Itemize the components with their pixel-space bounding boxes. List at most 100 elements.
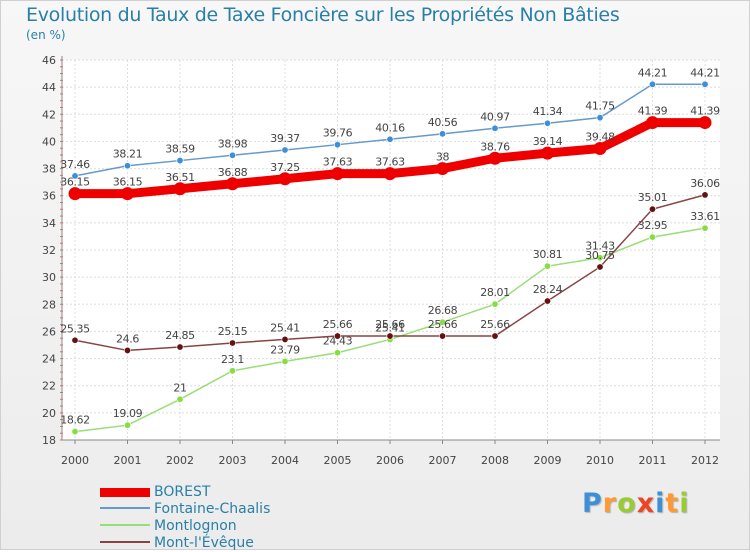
data-label: 21 — [173, 381, 186, 394]
data-point — [383, 167, 397, 181]
data-label: 41.39 — [690, 105, 720, 118]
y-tick-label: 24 — [42, 353, 56, 366]
legend-label-mont-leveque: Mont-l'Évêque — [154, 535, 254, 551]
x-tick-label: 2012 — [691, 454, 719, 467]
data-label: 28.01 — [480, 286, 510, 299]
y-tick-label: 34 — [42, 217, 56, 230]
data-label: 37.25 — [270, 161, 300, 174]
y-tick-label: 18 — [42, 434, 56, 447]
data-label: 40.56 — [428, 116, 458, 129]
data-point — [278, 172, 292, 186]
series-fontaine-chaalis: 37.46 38.21 38.59 38.98 39.37 39.76 40.16 40.56… — [60, 66, 720, 180]
data-point — [436, 162, 449, 176]
data-point — [333, 141, 341, 149]
x-tick-label: 2002 — [166, 454, 194, 467]
data-point — [488, 151, 502, 165]
data-point — [176, 343, 184, 351]
legend-item-fontaine-chaalis[interactable]: Fontaine-Chaalis — [100, 501, 360, 518]
data-point — [226, 177, 239, 191]
series-borest: 36.15 36.15 36.51 36.88 37.25 37.63 37.63 38 38.… — [60, 105, 721, 201]
data-point — [596, 254, 604, 262]
legend-swatch-borest — [100, 488, 150, 497]
data-point — [176, 157, 184, 165]
data-point — [124, 162, 132, 170]
data-label: 31.43 — [585, 240, 615, 253]
legend-item-mont-leveque[interactable]: Mont-l'Évêque — [100, 535, 360, 552]
data-label: 19.09 — [113, 407, 143, 420]
proxiti-logo: Proxiti — [582, 488, 690, 519]
x-tick-label: 2008 — [481, 454, 509, 467]
y-tick-label: 32 — [42, 244, 56, 257]
y-tick-label: 30 — [42, 271, 56, 284]
data-label: 38.98 — [218, 137, 248, 150]
y-tick-label: 44 — [42, 81, 56, 94]
x-tick-label: 2001 — [114, 454, 142, 467]
y-tick-label: 42 — [42, 108, 56, 121]
data-point — [596, 263, 604, 271]
data-point — [68, 187, 82, 201]
data-label: 44.21 — [690, 66, 720, 79]
data-label: 23.1 — [221, 353, 244, 366]
x-tick-label: 2000 — [61, 454, 89, 467]
legend-swatch-mont-leveque — [100, 541, 150, 543]
logo-letter: o — [617, 488, 637, 519]
y-tick-label: 26 — [42, 325, 56, 338]
data-label: 32.95 — [638, 219, 668, 232]
data-point — [701, 224, 709, 232]
data-label: 25.41 — [375, 321, 405, 334]
legend-item-borest[interactable]: BOREST — [100, 484, 360, 501]
data-point — [71, 172, 79, 180]
data-point — [491, 332, 499, 340]
data-point — [438, 130, 446, 138]
data-point — [438, 332, 446, 340]
data-label: 38.59 — [165, 143, 195, 156]
data-point — [331, 167, 344, 181]
data-label: 39.48 — [585, 130, 615, 143]
y-tick-label: 36 — [42, 190, 56, 203]
data-label: 36.15 — [60, 176, 90, 189]
logo-letter: r — [602, 488, 618, 519]
data-label: 23.79 — [270, 343, 300, 356]
y-tick-label: 40 — [42, 135, 56, 148]
data-point — [698, 116, 712, 130]
logo-letter: P — [582, 488, 603, 519]
data-label: 39.14 — [533, 135, 563, 148]
y-tick-label: 20 — [42, 407, 56, 420]
data-point — [281, 146, 289, 154]
data-label: 37.63 — [375, 156, 405, 169]
data-point — [229, 151, 237, 159]
data-label: 36.51 — [165, 171, 195, 184]
logo-letter: i — [679, 488, 690, 519]
x-tick-label: 2004 — [271, 454, 299, 467]
data-label: 40.97 — [480, 110, 510, 123]
data-label: 38.21 — [113, 148, 143, 161]
data-label: 39.37 — [270, 132, 300, 145]
data-label: 18.62 — [60, 414, 90, 427]
legend-item-montlognon[interactable]: Montlognon — [100, 518, 360, 535]
legend-swatch-montlognon — [100, 524, 150, 526]
y-tick-label: 22 — [42, 380, 56, 393]
data-label: 37.63 — [323, 156, 353, 169]
data-label: 41.34 — [533, 105, 563, 118]
logo-letter: i — [655, 488, 666, 519]
data-point — [176, 395, 184, 403]
data-label: 36.88 — [218, 166, 248, 179]
data-label: 25.35 — [60, 322, 90, 335]
data-label: 39.76 — [323, 127, 353, 140]
data-label: 41.75 — [585, 100, 615, 113]
data-label: 25.66 — [323, 318, 353, 331]
data-label: 37.46 — [60, 158, 90, 171]
data-label: 24.43 — [323, 335, 353, 348]
x-tick-label: 2003 — [219, 454, 247, 467]
data-point — [646, 116, 659, 130]
data-point — [71, 428, 79, 436]
data-point — [541, 146, 554, 160]
data-point — [281, 335, 289, 343]
x-tick-label: 2010 — [586, 454, 614, 467]
data-label: 33.61 — [690, 210, 720, 223]
data-label: 25.66 — [480, 318, 510, 331]
data-label: 38.76 — [480, 140, 510, 153]
data-point — [333, 332, 341, 340]
data-point — [543, 119, 551, 127]
